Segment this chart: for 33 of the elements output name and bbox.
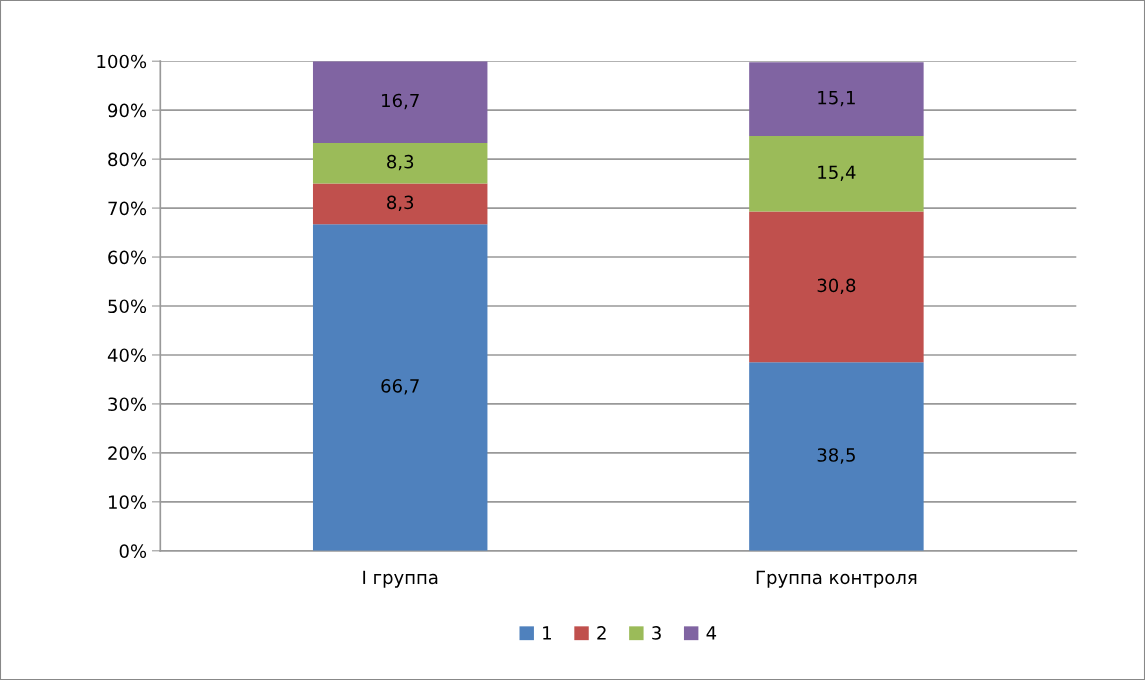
y-tick-label: 30% (108, 397, 147, 412)
bar (749, 362, 924, 551)
bar (312, 142, 488, 184)
y-tick-label: 40% (107, 348, 147, 363)
y-tick-label: 0% (119, 544, 147, 558)
data-label: 8,3 (387, 154, 414, 171)
data-label: 38,5 (817, 448, 855, 464)
x-tick-label: Группа контроля (756, 570, 917, 588)
data-label: 8,3 (387, 195, 414, 211)
x-tick-label: I группа (363, 570, 438, 588)
bar (749, 211, 924, 363)
legend-label: 4 (706, 626, 717, 640)
y-tick-label: 90% (108, 103, 147, 118)
legend-label: 1 (543, 626, 551, 640)
data-label: 30,8 (817, 278, 856, 294)
data-label: 16,7 (382, 93, 419, 110)
data-label: 15,1 (818, 90, 855, 107)
y-tick-label: 80% (108, 152, 147, 167)
y-tick-label: 100% (97, 54, 147, 69)
y-tick-label: 60% (108, 250, 147, 265)
y-tick-label: 50% (108, 299, 147, 314)
bar (312, 61, 488, 143)
legend-label: 3 (652, 626, 661, 640)
bar (312, 224, 488, 551)
y-tick-label: 20% (108, 446, 147, 460)
data-label: 15,4 (818, 165, 856, 181)
bar (312, 183, 488, 225)
y-tick-label: 10% (108, 495, 147, 509)
bar (749, 136, 924, 212)
y-tick-label: 70% (108, 201, 147, 216)
bar (749, 62, 924, 137)
data-label: 66,7 (381, 379, 419, 395)
legend-label: 2 (597, 626, 606, 640)
